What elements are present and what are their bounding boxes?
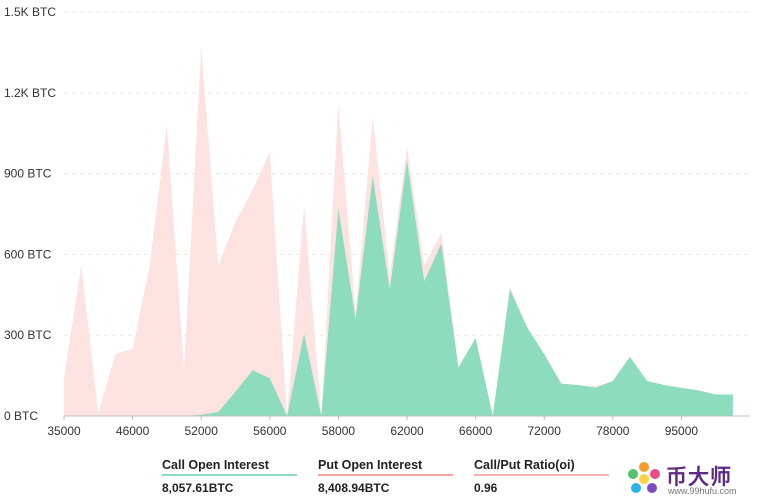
brand-watermark: 币大师 www.99hufu.com	[622, 459, 762, 499]
x-tick-labels: 35000 46000 52000 56000 58000 62000 66000 72000…	[47, 416, 698, 438]
x-tick-label-2: 52000	[185, 424, 219, 438]
y-tick-label-2: 600 BTC	[4, 247, 52, 261]
x-tick-label-9: 95000	[665, 424, 699, 438]
x-tick-label-6: 66000	[459, 424, 493, 438]
y-tick-label-1: 300 BTC	[4, 328, 52, 342]
brand-name: 币大师	[666, 465, 732, 489]
x-tick-label-5: 62000	[390, 424, 424, 438]
brand-url: www.99hufu.com	[668, 486, 737, 496]
legend: Call Open Interest 8,057.61BTC Put Open …	[0, 457, 765, 500]
legend-call-value: 8,057.61BTC	[162, 481, 234, 495]
y-tick-label-3: 900 BTC	[4, 167, 52, 181]
call-area-layer	[64, 160, 733, 416]
legend-put-value: 8,408.94BTC	[318, 481, 390, 495]
x-tick-label-3: 56000	[253, 424, 287, 438]
legend-item-call[interactable]: Call Open Interest 8,057.61BTC	[162, 457, 312, 495]
x-tick-label-0: 35000	[47, 424, 81, 438]
legend-call-title: Call Open Interest	[162, 458, 269, 472]
legend-call-line	[162, 474, 297, 476]
call-open-interest-area[interactable]	[64, 160, 733, 416]
x-tick-label-8: 78000	[596, 424, 630, 438]
legend-ratio-value: 0.96	[474, 481, 498, 495]
legend-put-title: Put Open Interest	[318, 458, 423, 472]
legend-ratio-line	[474, 474, 609, 476]
legend-ratio-title: Call/Put Ratio(oi)	[474, 458, 575, 472]
y-tick-label-4: 1.2K BTC	[4, 86, 56, 100]
x-tick-label-7: 72000	[528, 424, 562, 438]
flower-logo-icon	[628, 462, 660, 493]
x-tick-label-1: 46000	[116, 424, 150, 438]
legend-item-ratio[interactable]: Call/Put Ratio(oi) 0.96	[474, 457, 624, 495]
legend-put-line	[318, 474, 453, 476]
y-tick-labels: 0 BTC 300 BTC 600 BTC 900 BTC 1.2K BTC 1.5K B…	[4, 5, 56, 423]
legend-item-put[interactable]: Put Open Interest 8,408.94BTC	[318, 457, 468, 495]
y-tick-label-0: 0 BTC	[4, 409, 38, 423]
y-tick-label-5: 1.5K BTC	[4, 5, 56, 19]
x-tick-label-4: 58000	[322, 424, 356, 438]
open-interest-chart: 0 BTC 300 BTC 600 BTC 900 BTC 1.2K BTC 1.5K B…	[4, 5, 750, 438]
